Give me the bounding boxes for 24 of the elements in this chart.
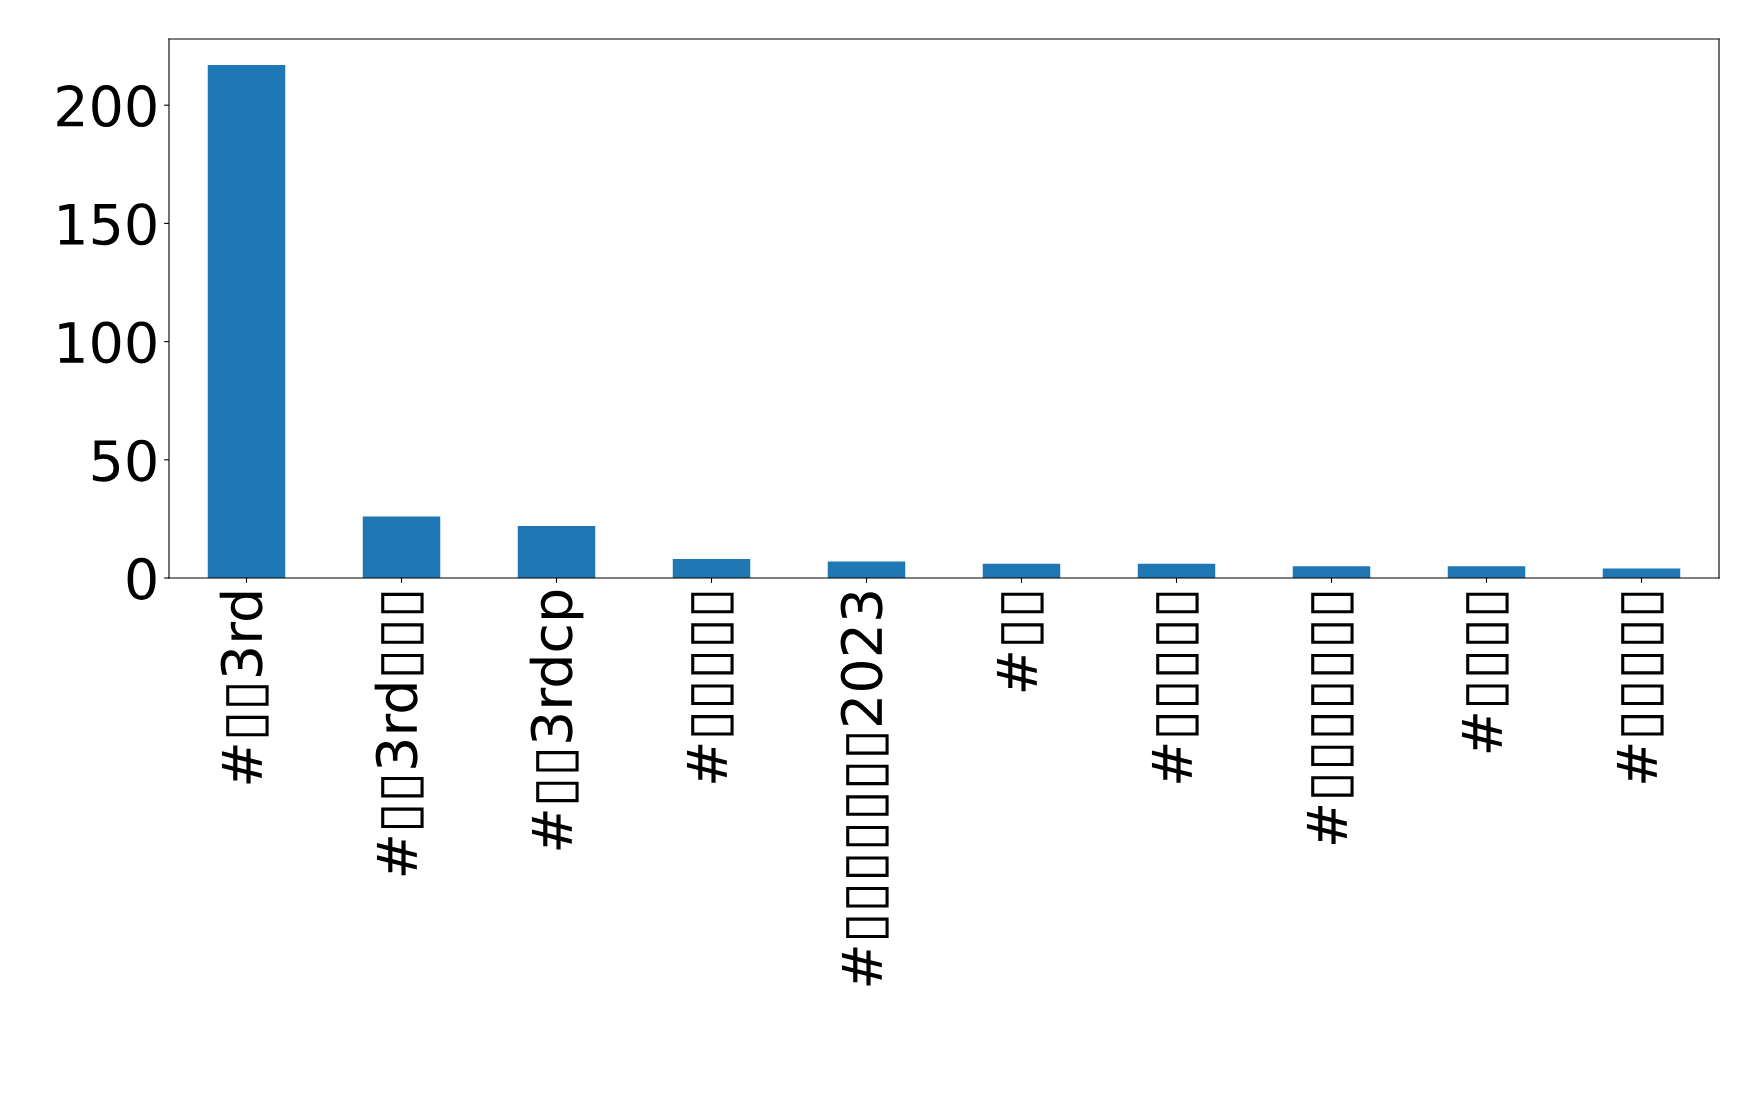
x-tick-label: #▯▯ — [996, 592, 1044, 692]
y-tick-label: 50 — [92, 439, 156, 482]
x-tick-label: #▯▯▯▯▯ — [1616, 592, 1664, 783]
bar — [517, 525, 596, 578]
bar — [827, 561, 906, 578]
y-tick-label: 150 — [59, 203, 156, 246]
x-tick-label: #▯▯▯▯▯▯▯ — [1306, 592, 1354, 844]
bar — [207, 65, 286, 578]
x-tick-label: #▯▯▯▯▯ — [1151, 592, 1199, 783]
x-tick-label: #▯▯▯▯▯ — [686, 592, 734, 783]
bar — [982, 563, 1061, 578]
bar — [1292, 566, 1371, 578]
x-tick-label: #▯▯▯▯ — [1461, 592, 1509, 753]
y-tick-label: 200 — [57, 85, 156, 128]
x-tick-label: #▯▯3rd▯▯▯ — [374, 592, 424, 876]
bar — [672, 559, 751, 578]
bar — [362, 516, 441, 578]
bar — [1447, 566, 1526, 578]
x-tick-label: #▯▯▯▯▯▯▯2023 — [840, 592, 889, 986]
x-tick-label: #▯▯3rd — [219, 592, 269, 784]
y-tick-label: 100 — [59, 321, 156, 364]
y-tick-label: 0 — [127, 557, 156, 600]
bar — [1137, 563, 1216, 578]
x-tick-label: #▯▯3rdcp — [529, 590, 584, 850]
